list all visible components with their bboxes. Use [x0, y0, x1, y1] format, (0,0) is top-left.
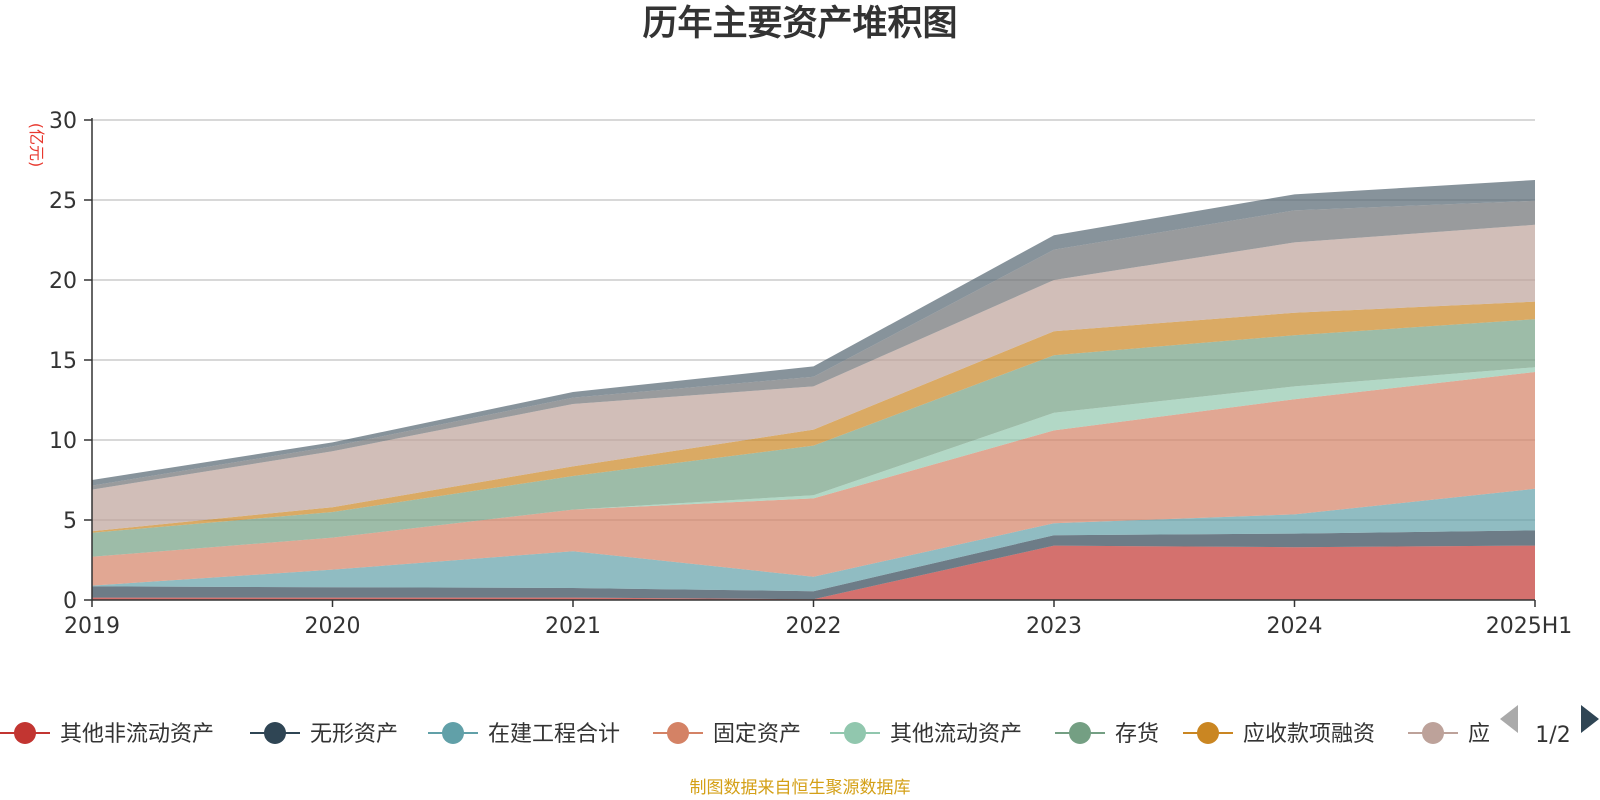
x-tick-label: 2025H1 [1486, 614, 1573, 639]
legend-dot-icon [844, 722, 866, 744]
legend-label: 其他流动资产 [890, 722, 1022, 747]
area-series-6 [92, 319, 1535, 557]
legend-pager: 1/2 [1500, 705, 1599, 748]
x-tick-label: 2020 [305, 614, 361, 639]
axis-layer: 0 5 10 15 20 25 30 2019 2020 2021 2022 2023 2024 2025… [49, 109, 1572, 639]
area-series-3 [92, 488, 1535, 592]
triangle-right-icon[interactable] [1581, 705, 1599, 733]
legend-item[interactable]: 应收款项融资 [1183, 722, 1375, 747]
legend-dot-icon [1422, 722, 1444, 744]
legend-dot-icon [1197, 722, 1219, 744]
legend-item[interactable]: 无形资产 [250, 722, 398, 747]
chart-title: 历年主要资产堆积图 [642, 4, 958, 44]
y-tick-label: 25 [49, 189, 77, 214]
legend-dot-icon [264, 722, 286, 744]
legend-label: 在建工程合计 [488, 722, 620, 747]
legend-item[interactable]: 在建工程合计 [428, 722, 620, 747]
legend-label: 无形资产 [310, 722, 398, 747]
y-axis-unit: (亿元) [27, 123, 46, 168]
area-layer [92, 180, 1535, 600]
legend-dot-icon [442, 722, 464, 744]
y-tick-label: 30 [49, 109, 77, 134]
legend: 其他非流动资产 无形资产 在建工程合计 固定资产 其他流动资产 存货 应收款项融资 应 [0, 722, 1490, 747]
legend-item[interactable]: 存货 [1055, 722, 1159, 747]
area-series-4 [92, 372, 1535, 586]
footer-source: 制图数据来自恒生聚源数据库 [689, 778, 911, 798]
triangle-left-icon[interactable] [1500, 705, 1518, 733]
area-series-7 [92, 301, 1535, 533]
x-tick-label: 2023 [1026, 614, 1082, 639]
legend-dot-icon [1069, 722, 1091, 744]
legend-label: 存货 [1115, 722, 1159, 747]
area-series-1 [92, 545, 1535, 600]
x-tick-label: 2019 [64, 614, 120, 639]
area-series-5 [92, 367, 1535, 557]
y-tick-label: 15 [49, 349, 77, 374]
legend-label: 其他非流动资产 [60, 722, 214, 747]
legend-dot-icon [667, 722, 689, 744]
legend-page-indicator: 1/2 [1535, 723, 1570, 748]
legend-label: 应收款项融资 [1243, 722, 1375, 747]
legend-dot-icon [14, 722, 36, 744]
legend-item[interactable]: 应 [1408, 722, 1490, 747]
area-series-9 [92, 200, 1535, 490]
x-tick-label: 2022 [786, 614, 842, 639]
legend-label: 应 [1468, 722, 1490, 747]
legend-item[interactable]: 其他非流动资产 [0, 722, 214, 747]
area-series-8 [92, 224, 1535, 532]
y-tick-label: 10 [49, 429, 77, 454]
legend-item[interactable]: 固定资产 [653, 722, 801, 747]
x-tick-label: 2021 [545, 614, 601, 639]
y-tick-label: 20 [49, 269, 77, 294]
x-tick-label: 2024 [1267, 614, 1323, 639]
y-tick-label: 0 [63, 589, 77, 614]
legend-label: 固定资产 [713, 722, 801, 747]
area-series-2 [92, 530, 1535, 600]
y-tick-label: 5 [63, 509, 77, 534]
legend-item[interactable]: 其他流动资产 [830, 722, 1022, 747]
